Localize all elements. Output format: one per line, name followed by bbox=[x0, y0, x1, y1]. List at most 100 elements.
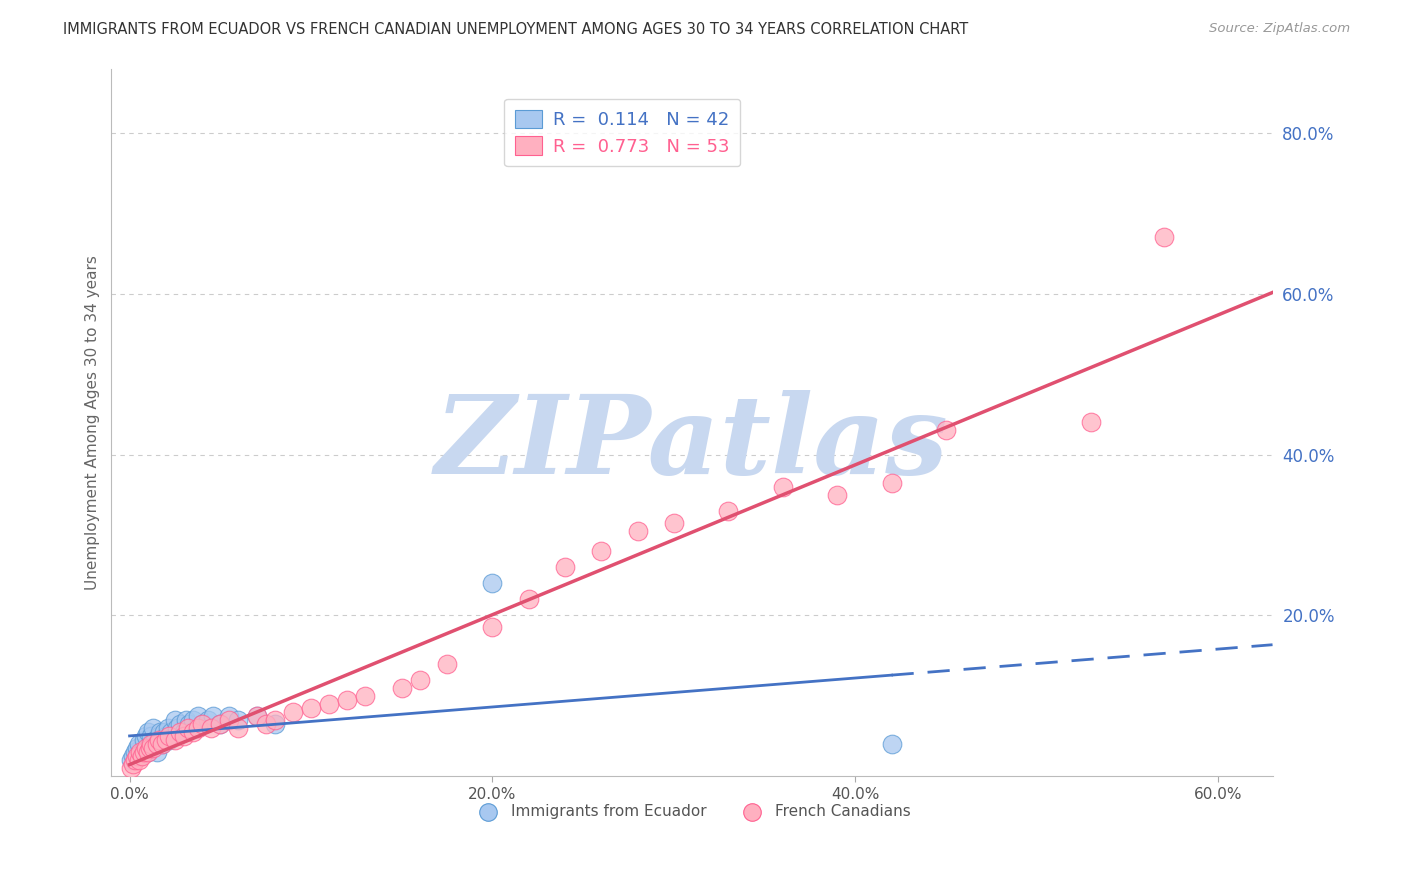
Text: ZIPatlas: ZIPatlas bbox=[434, 390, 949, 498]
Point bbox=[129, 745, 152, 759]
Point bbox=[125, 741, 148, 756]
Text: IMMIGRANTS FROM ECUADOR VS FRENCH CANADIAN UNEMPLOYMENT AMONG AGES 30 TO 34 YEAR: IMMIGRANTS FROM ECUADOR VS FRENCH CANADI… bbox=[63, 22, 969, 37]
Point bbox=[281, 705, 304, 719]
Point bbox=[142, 741, 165, 756]
Point bbox=[145, 737, 167, 751]
Point bbox=[131, 745, 153, 759]
Point bbox=[125, 749, 148, 764]
Point bbox=[160, 725, 183, 739]
Point bbox=[717, 504, 740, 518]
Point bbox=[299, 701, 322, 715]
Point bbox=[174, 713, 197, 727]
Point bbox=[181, 725, 204, 739]
Point bbox=[149, 725, 172, 739]
Point bbox=[481, 576, 503, 591]
Point bbox=[132, 745, 155, 759]
Point bbox=[143, 733, 166, 747]
Point bbox=[156, 721, 179, 735]
Point bbox=[166, 721, 188, 735]
Point bbox=[481, 620, 503, 634]
Point bbox=[218, 709, 240, 723]
Point bbox=[138, 741, 160, 756]
Point bbox=[136, 745, 159, 759]
Point bbox=[1153, 230, 1175, 244]
Point bbox=[626, 524, 648, 538]
Point bbox=[135, 741, 157, 756]
Point bbox=[136, 745, 159, 759]
Point bbox=[662, 516, 685, 530]
Point bbox=[136, 725, 159, 739]
Point bbox=[163, 733, 186, 747]
Point bbox=[228, 713, 250, 727]
Point bbox=[179, 717, 201, 731]
Point bbox=[517, 592, 540, 607]
Point bbox=[880, 475, 903, 490]
Point bbox=[153, 725, 176, 739]
Point bbox=[209, 717, 232, 731]
Point bbox=[409, 673, 432, 687]
Point bbox=[554, 560, 576, 574]
Point bbox=[150, 737, 173, 751]
Point bbox=[197, 713, 219, 727]
Point bbox=[263, 713, 285, 727]
Point bbox=[150, 737, 173, 751]
Point bbox=[187, 721, 209, 735]
Point bbox=[122, 749, 145, 764]
Point bbox=[141, 729, 163, 743]
Point bbox=[187, 709, 209, 723]
Point bbox=[142, 721, 165, 735]
Point bbox=[159, 733, 181, 747]
Point bbox=[131, 749, 153, 764]
Point bbox=[120, 753, 142, 767]
Point bbox=[132, 733, 155, 747]
Point bbox=[202, 709, 225, 723]
Point bbox=[1080, 415, 1102, 429]
Point bbox=[159, 729, 181, 743]
Point bbox=[436, 657, 458, 671]
Point bbox=[245, 709, 267, 723]
Point bbox=[935, 423, 957, 437]
Point bbox=[191, 717, 214, 731]
Point bbox=[163, 713, 186, 727]
Point bbox=[591, 544, 613, 558]
Point bbox=[124, 745, 146, 759]
Point bbox=[145, 745, 167, 759]
Point bbox=[191, 717, 214, 731]
Point bbox=[880, 737, 903, 751]
Point bbox=[122, 757, 145, 772]
Point bbox=[200, 721, 222, 735]
Point bbox=[218, 713, 240, 727]
Point bbox=[263, 717, 285, 731]
Y-axis label: Unemployment Among Ages 30 to 34 years: Unemployment Among Ages 30 to 34 years bbox=[86, 255, 100, 590]
Legend: Immigrants from Ecuador, French Canadians: Immigrants from Ecuador, French Canadian… bbox=[467, 798, 917, 825]
Point bbox=[391, 681, 413, 695]
Text: Source: ZipAtlas.com: Source: ZipAtlas.com bbox=[1209, 22, 1350, 36]
Point bbox=[228, 721, 250, 735]
Point bbox=[148, 729, 170, 743]
Point bbox=[336, 693, 359, 707]
Point bbox=[138, 737, 160, 751]
Point bbox=[148, 733, 170, 747]
Point bbox=[245, 709, 267, 723]
Point bbox=[141, 737, 163, 751]
Point bbox=[124, 753, 146, 767]
Point bbox=[254, 717, 277, 731]
Point bbox=[135, 729, 157, 743]
Point bbox=[318, 697, 340, 711]
Point bbox=[169, 725, 191, 739]
Point bbox=[173, 725, 195, 739]
Point bbox=[155, 733, 177, 747]
Point bbox=[173, 729, 195, 743]
Point bbox=[169, 717, 191, 731]
Point bbox=[181, 713, 204, 727]
Point bbox=[176, 721, 198, 735]
Point bbox=[120, 761, 142, 775]
Point bbox=[129, 749, 152, 764]
Point bbox=[128, 753, 150, 767]
Point bbox=[155, 729, 177, 743]
Point bbox=[772, 480, 794, 494]
Point bbox=[354, 689, 377, 703]
Point bbox=[209, 717, 232, 731]
Point bbox=[825, 488, 848, 502]
Point bbox=[128, 737, 150, 751]
